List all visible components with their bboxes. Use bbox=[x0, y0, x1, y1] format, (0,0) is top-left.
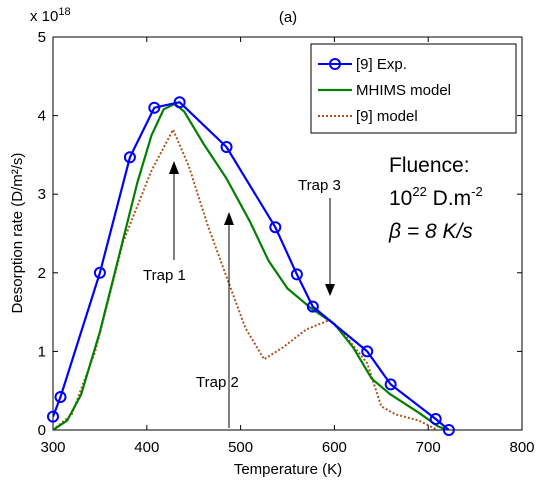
trap1-arrowhead bbox=[169, 161, 179, 174]
x-axis-label: Temperature (K) bbox=[234, 461, 342, 478]
x-tick-label: 400 bbox=[134, 439, 159, 456]
chart-title: (a) bbox=[279, 9, 297, 26]
series-line-0 bbox=[53, 101, 450, 430]
x-axis-ticks: 300 400 500 600 700 800 bbox=[40, 37, 535, 456]
marker-layer bbox=[47, 96, 455, 436]
beta-prefix: β = bbox=[388, 220, 425, 243]
x-tick-label: 700 bbox=[416, 439, 441, 456]
legend-marker-exp bbox=[329, 58, 341, 70]
data-point bbox=[54, 390, 67, 403]
legend-label-exp: [9] Exp. bbox=[356, 56, 407, 73]
y-multiplier-exp: 18 bbox=[58, 6, 70, 18]
data-point bbox=[93, 266, 106, 279]
series-line-2 bbox=[53, 128, 439, 430]
beta-value: 8 K/s bbox=[425, 220, 473, 243]
trap3-arrowhead bbox=[325, 284, 335, 296]
x-tick-label: 800 bbox=[509, 439, 534, 456]
trap3-label: Trap 3 bbox=[298, 177, 341, 194]
data-point bbox=[290, 268, 303, 281]
data-point bbox=[306, 300, 319, 313]
data-point bbox=[220, 141, 233, 154]
legend-label-mhims: MHIMS model bbox=[356, 82, 451, 99]
trap1-label: Trap 1 bbox=[143, 267, 186, 284]
fluence-unit: D.m bbox=[427, 187, 471, 210]
data-point bbox=[384, 378, 397, 391]
y-tick-label: 4 bbox=[38, 108, 46, 125]
legend: [9] Exp. MHIMS model [9] model bbox=[310, 43, 517, 134]
data-point bbox=[173, 96, 186, 109]
series-layer bbox=[53, 101, 450, 430]
y-axis-label: Desorption rate (D/m²/s) bbox=[9, 153, 26, 314]
x-tick-label: 300 bbox=[40, 439, 65, 456]
fluence-value: 1022 D.m-2 bbox=[389, 184, 483, 210]
trap-annotations: Trap 1 Trap 2 Trap 3 bbox=[143, 161, 341, 428]
data-point bbox=[123, 151, 136, 164]
y-axis-ticks: 0 1 2 3 4 5 bbox=[38, 29, 522, 439]
data-point bbox=[429, 412, 442, 425]
trap2-arrowhead bbox=[224, 212, 234, 225]
legend-box bbox=[310, 43, 517, 134]
y-tick-label: 5 bbox=[38, 29, 46, 46]
trap2-label: Trap 2 bbox=[196, 374, 239, 391]
plot-frame bbox=[52, 36, 523, 431]
y-multiplier-base: x 10 bbox=[30, 8, 58, 25]
y-tick-label: 1 bbox=[38, 343, 46, 360]
series-line-1 bbox=[53, 102, 448, 430]
fluence-unit-exp: -2 bbox=[471, 184, 483, 199]
x-tick-label: 600 bbox=[322, 439, 347, 456]
data-point bbox=[442, 424, 455, 436]
fluence-base: 10 bbox=[389, 187, 412, 210]
y-tick-label: 2 bbox=[38, 265, 46, 282]
y-tick-label: 0 bbox=[38, 422, 46, 439]
beta-text: β = 8 K/s bbox=[388, 220, 473, 243]
fluence-exp: 22 bbox=[412, 184, 426, 199]
fluence-label: Fluence: bbox=[389, 154, 470, 177]
data-point bbox=[269, 221, 282, 234]
data-point bbox=[361, 345, 374, 358]
y-multiplier: x 1018 bbox=[30, 6, 71, 25]
data-point bbox=[47, 410, 59, 423]
x-tick-label: 500 bbox=[228, 439, 253, 456]
y-tick-label: 3 bbox=[38, 186, 46, 203]
data-point bbox=[148, 101, 161, 114]
legend-label-model: [9] model bbox=[356, 108, 418, 125]
